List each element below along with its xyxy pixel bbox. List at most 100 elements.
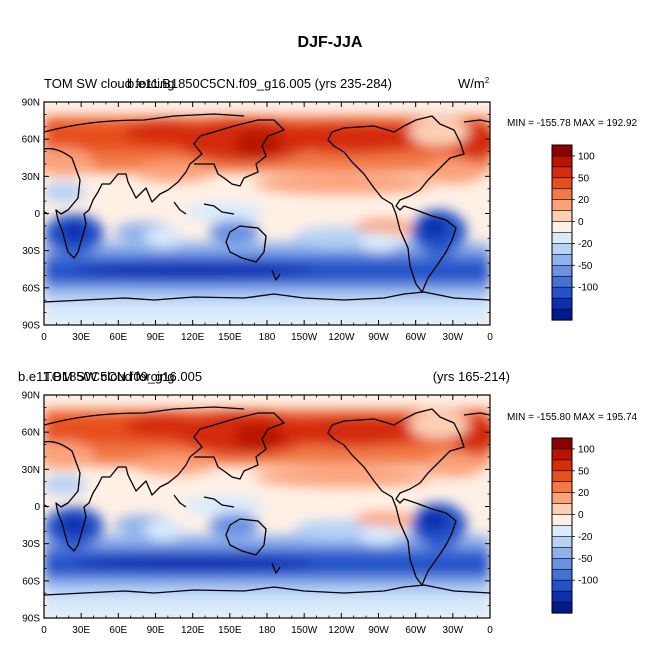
colorbar-box xyxy=(551,275,573,288)
colorbar-box xyxy=(551,503,573,516)
colorbar-box xyxy=(551,601,573,614)
colorbar-label: -20 xyxy=(578,239,593,250)
colorbar-label: 100 xyxy=(578,444,595,455)
x-tick-label: 90W xyxy=(368,625,389,636)
y-tick-label: 30N xyxy=(22,465,40,476)
panel-top: TOM SW cloud forcing b.e11.B1850C5CN.f09… xyxy=(22,76,638,343)
colorbar-box xyxy=(551,492,573,505)
panel-top-axes: 0 30E 60E 90E 120E 150E 180 150W 120W 90W 60W 30W 09… xyxy=(22,98,494,344)
figure-title: DJF-JJA xyxy=(298,34,363,51)
colorbar-box xyxy=(551,232,573,245)
colorbar-box xyxy=(551,308,573,321)
x-tick-label: 60W xyxy=(405,332,426,343)
y-tick-label: 90N xyxy=(22,391,40,402)
panel-bottom-map xyxy=(34,395,499,618)
colorbar-box xyxy=(551,547,573,559)
y-tick-label: 30S xyxy=(22,539,40,550)
panel-bottom-right-title: (yrs 165-214) xyxy=(433,369,510,384)
colorbar-box xyxy=(551,155,573,168)
colorbar-box xyxy=(551,199,573,212)
x-tick-label: 90W xyxy=(368,332,389,343)
colorbar-box xyxy=(551,144,573,157)
y-tick-label: 60S xyxy=(22,283,40,294)
x-tick-label: 0 xyxy=(487,332,493,343)
colorbar-frame xyxy=(551,144,573,321)
colorbar-box xyxy=(551,437,573,450)
panel-bottom-axes: 0 30E 60E 90E 120E 150E 180 150W 120W 90W 60W 30W 09… xyxy=(22,391,494,637)
panel-bottom: b.e11.B1850C5CN.f09_g16.005 TOM SW cloud… xyxy=(18,369,638,636)
colorbar-box xyxy=(551,210,573,223)
colorbar-box xyxy=(551,536,573,548)
x-tick-label: 30W xyxy=(443,625,464,636)
colorbar-label: 20 xyxy=(578,195,590,206)
x-tick-label: 60E xyxy=(109,332,127,343)
x-tick-label: 150E xyxy=(218,625,242,636)
x-tick-label: 150E xyxy=(218,332,242,343)
colorbar-box xyxy=(551,470,573,483)
panel-bottom-stats: MIN = -155.80 MAX = 195.74 xyxy=(507,412,638,423)
colorbar-box xyxy=(551,286,573,299)
panel-top-left-title: TOM SW cloud forcing xyxy=(44,76,175,91)
colorbar-label: -100 xyxy=(578,283,598,294)
x-tick-label: 60W xyxy=(405,625,426,636)
colorbar-box xyxy=(551,177,573,190)
y-tick-label: 30N xyxy=(22,172,40,183)
colorbar-label: -50 xyxy=(578,554,593,565)
x-tick-label: 120W xyxy=(328,332,355,343)
colorbar-label: 0 xyxy=(578,217,584,228)
colorbar-box xyxy=(551,590,573,603)
x-tick-label: 30E xyxy=(72,332,90,343)
y-tick-label: 30S xyxy=(22,246,40,257)
panel-top-units: W/m2 xyxy=(458,76,490,91)
x-tick-label: 60E xyxy=(109,625,127,636)
y-tick-label: 90S xyxy=(22,321,40,332)
colorbar-frame xyxy=(551,437,573,614)
colorbar-box xyxy=(551,568,573,581)
colorbar-box xyxy=(551,525,573,538)
colorbar-label: 50 xyxy=(578,466,590,477)
x-tick-label: 120E xyxy=(181,625,205,636)
panel-bottom-left-title: b.e11.B1850C5CN.f09_g16.005 xyxy=(18,369,202,384)
x-tick-label: 30W xyxy=(443,332,464,343)
x-tick-label: 0 xyxy=(41,625,47,636)
x-tick-label: 0 xyxy=(41,332,47,343)
colorbar-label: -100 xyxy=(578,576,598,587)
x-tick-label: 90E xyxy=(147,625,165,636)
x-tick-label: 150W xyxy=(291,625,318,636)
panel-top-colorbar: 100 50 20 0 -20 -50 -100 xyxy=(551,144,598,321)
colorbar-box xyxy=(551,188,573,201)
colorbar-label: -20 xyxy=(578,532,593,543)
x-tick-label: 150W xyxy=(291,332,318,343)
colorbar-label: 100 xyxy=(578,151,595,162)
colorbar-box xyxy=(551,166,573,179)
x-tick-label: 90E xyxy=(147,332,165,343)
x-tick-label: 180 xyxy=(259,625,276,636)
y-tick-label: 60S xyxy=(22,576,40,587)
colorbar-box xyxy=(551,254,573,266)
colorbar-box xyxy=(551,221,573,234)
colorbar-box xyxy=(551,514,573,527)
y-tick-label: 0 xyxy=(34,502,40,513)
panel-top-left-title-overlap: b.e11.B1850C5CN.f09_g16.005 (yrs 235-284… xyxy=(127,76,392,91)
x-tick-label: 0 xyxy=(487,625,493,636)
colorbar-box xyxy=(551,297,573,310)
colorbar-box xyxy=(551,243,573,255)
panel-top-stats: MIN = -155.78 MAX = 192.92 xyxy=(507,118,638,129)
x-tick-label: 180 xyxy=(259,332,276,343)
y-tick-label: 90N xyxy=(22,98,40,109)
panel-top-map xyxy=(34,102,499,325)
y-tick-label: 0 xyxy=(34,209,40,220)
colorbar-label: 0 xyxy=(578,510,584,521)
colorbar-box xyxy=(551,265,573,277)
y-tick-label: 90S xyxy=(22,614,40,625)
y-tick-label: 60N xyxy=(22,428,40,439)
colorbar-box xyxy=(551,579,573,592)
colorbar-label: 20 xyxy=(578,488,590,499)
colorbar-label: -50 xyxy=(578,261,593,272)
y-tick-label: 60N xyxy=(22,135,40,146)
colorbar-box xyxy=(551,448,573,461)
panel-bottom-left-title-overlap: TOM SW cloud forcing xyxy=(44,369,175,384)
x-tick-label: 30E xyxy=(72,625,90,636)
colorbar-box xyxy=(551,558,573,570)
